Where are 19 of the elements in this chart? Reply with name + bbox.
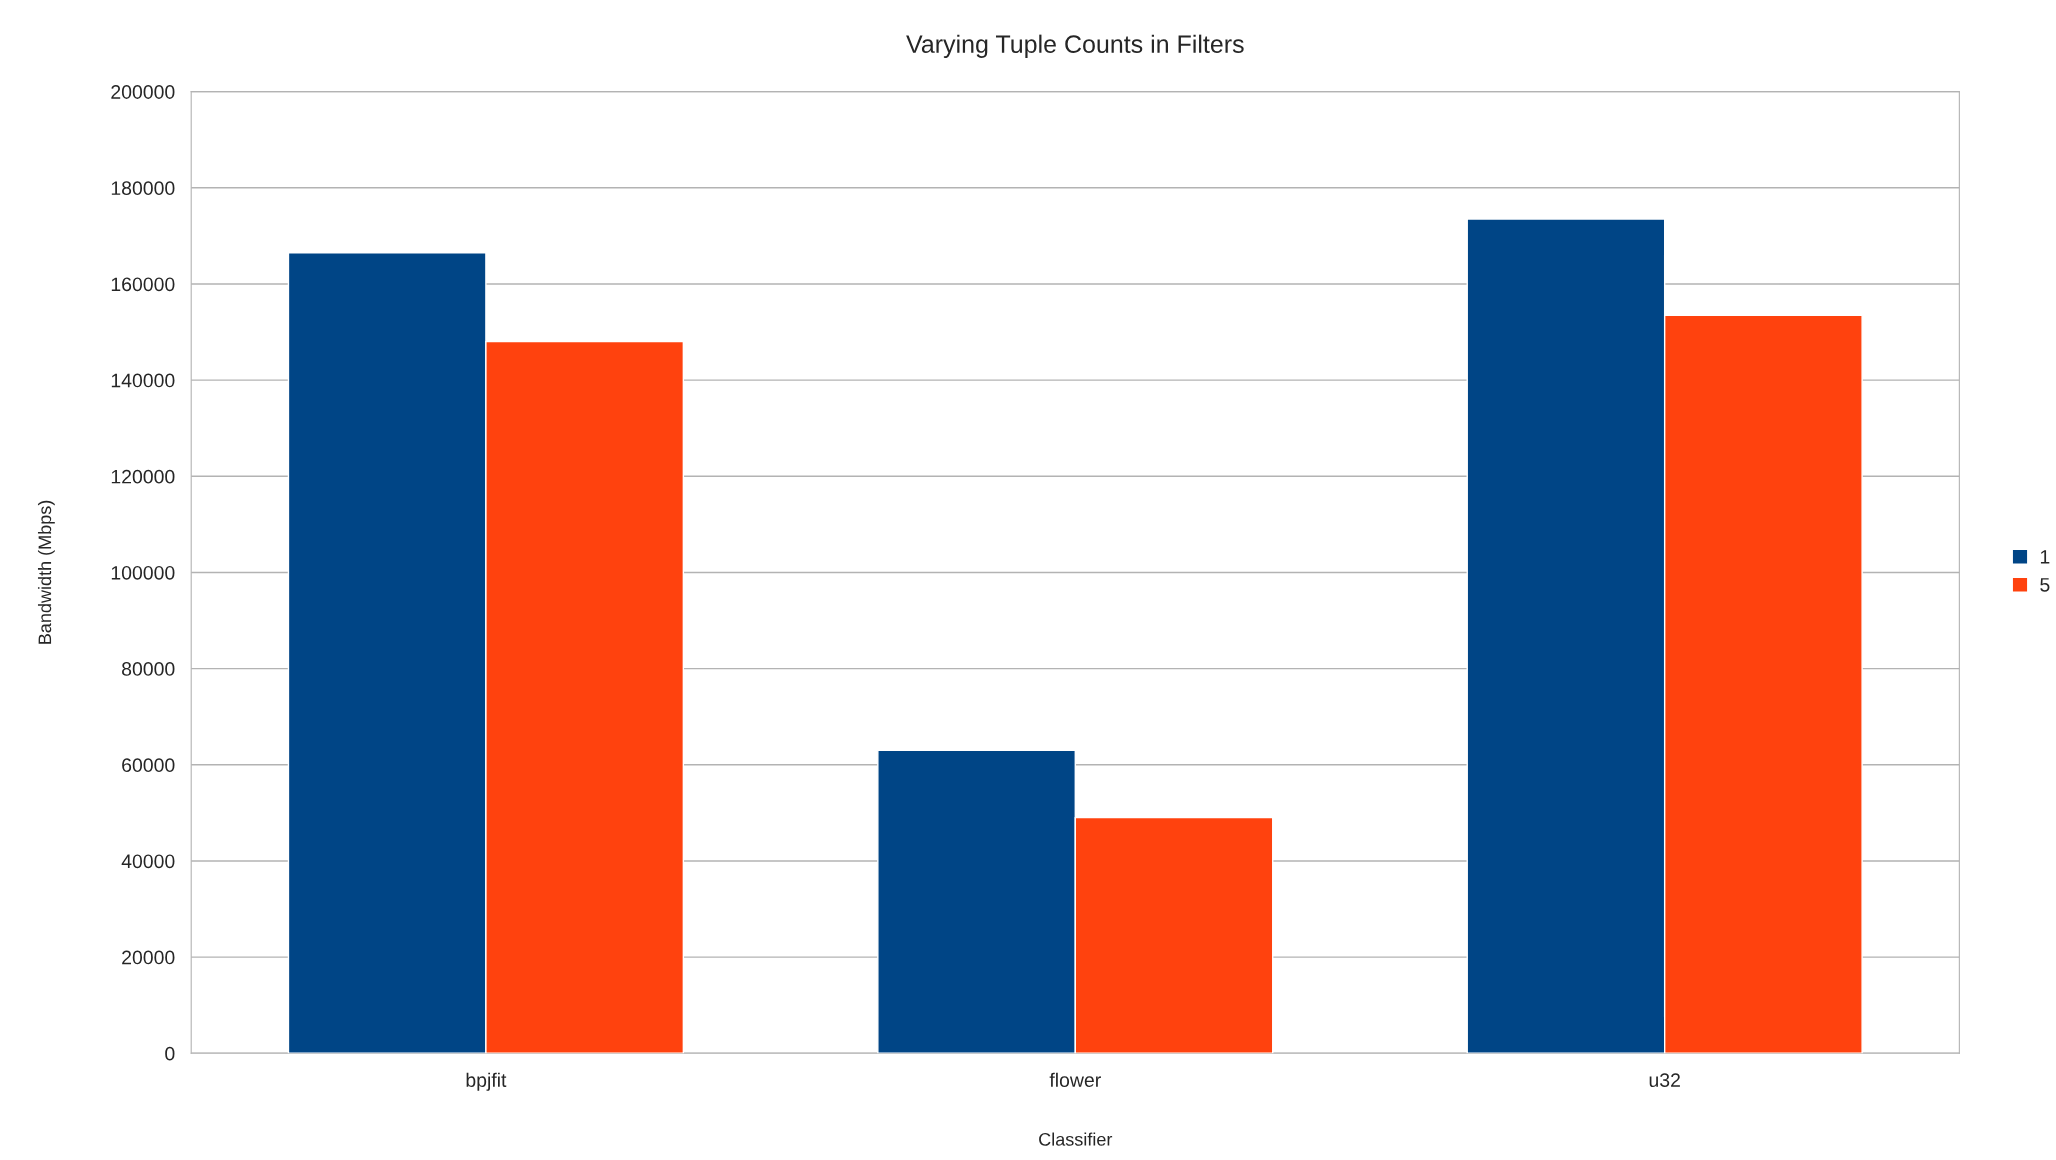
y-tick-label: 80000 — [122, 662, 175, 676]
legend-label: 5 — [2040, 578, 2050, 592]
x-tick-label: flower — [1049, 1072, 1101, 1088]
chart-title: Varying Tuple Counts in Filters — [906, 34, 1244, 58]
y-tick-label: 160000 — [111, 277, 175, 292]
y-tick-label: 0 — [165, 1046, 175, 1061]
x-tick-label: bpjfit — [466, 1072, 507, 1091]
y-tick-label: 100000 — [111, 565, 175, 580]
legend-label: 1 — [2040, 550, 2050, 564]
y-tick-label: 60000 — [122, 758, 175, 773]
y-axis-title: Bandwidth (Mbps) — [37, 500, 55, 644]
y-tick-label: 40000 — [121, 854, 175, 869]
y-tick-label: 180000 — [111, 181, 175, 196]
x-axis-title: Classifier — [1039, 1132, 1113, 1146]
y-tick-label: 200000 — [111, 85, 175, 99]
x-tick-label: u32 — [1649, 1073, 1680, 1088]
y-tick-label: 20000 — [122, 950, 175, 965]
y-tick-label: 140000 — [111, 373, 175, 388]
y-tick-label: 120000 — [111, 469, 175, 484]
